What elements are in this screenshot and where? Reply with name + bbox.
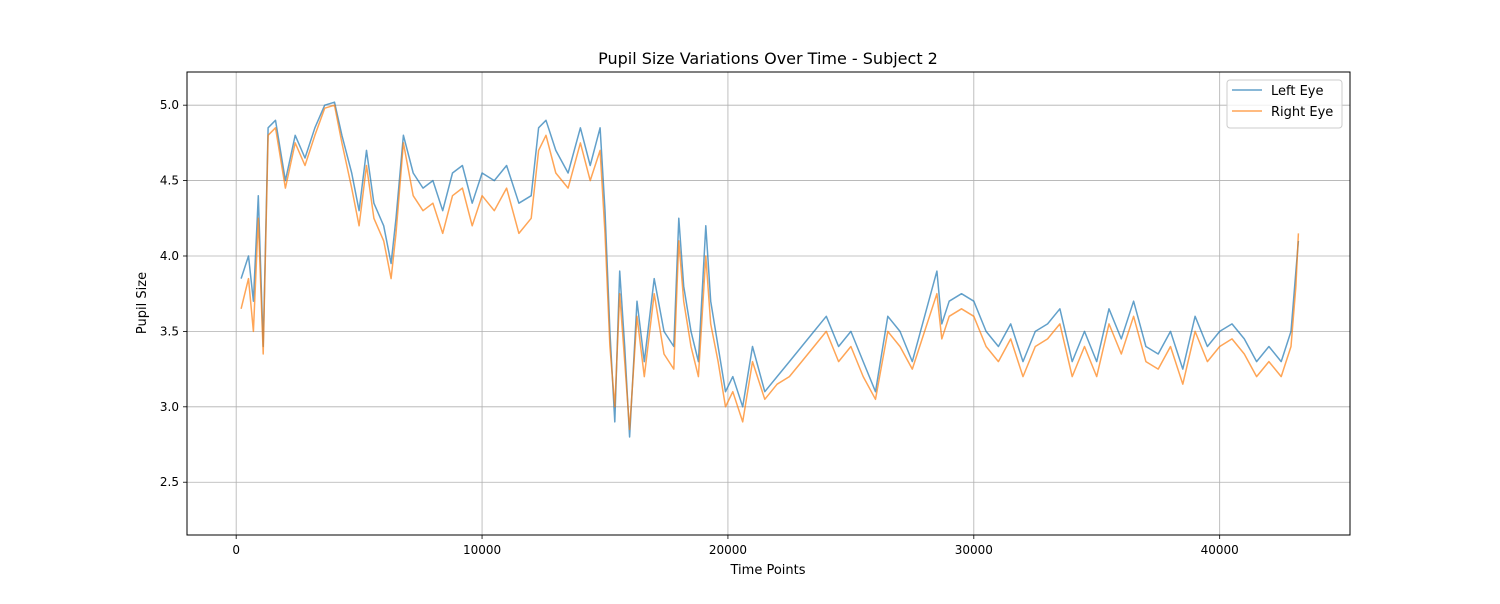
legend-box (1226, 79, 1343, 129)
x-tick-label: 0 (232, 543, 240, 557)
x-axis-label: Time Points (730, 563, 806, 578)
x-tick-label: 10000 (463, 543, 501, 557)
chart-title: Pupil Size Variations Over Time - Subjec… (598, 49, 938, 68)
legend-label-left-eye: Left Eye (1271, 84, 1324, 99)
y-tick-label: 2.5 (160, 475, 179, 489)
y-tick-label: 4.5 (160, 174, 179, 188)
series-layer (240, 101, 1300, 438)
grid-layer (187, 72, 1350, 535)
x-tick-label: 20000 (709, 543, 747, 557)
legend: Left Eye Right Eye (1226, 79, 1343, 129)
tick-layer: 0 10000 20000 30000 40000 2.5 3.0 3.5 4.0 4.5 5.0 (160, 98, 1239, 557)
y-axis-label: Pupil Size (135, 272, 150, 334)
series-line-left-eye (240, 101, 1300, 438)
plot-frame (186, 71, 1351, 536)
plot-background (187, 72, 1350, 535)
series-line-right-eye (240, 104, 1300, 431)
y-tick-label: 3.0 (160, 400, 179, 414)
legend-label-right-eye: Right Eye (1271, 105, 1333, 120)
x-tick-label: 40000 (1201, 543, 1239, 557)
y-tick-label: 3.5 (160, 324, 179, 338)
y-tick-label: 4.0 (160, 249, 179, 263)
y-tick-label: 5.0 (160, 98, 179, 112)
x-tick-label: 30000 (955, 543, 993, 557)
